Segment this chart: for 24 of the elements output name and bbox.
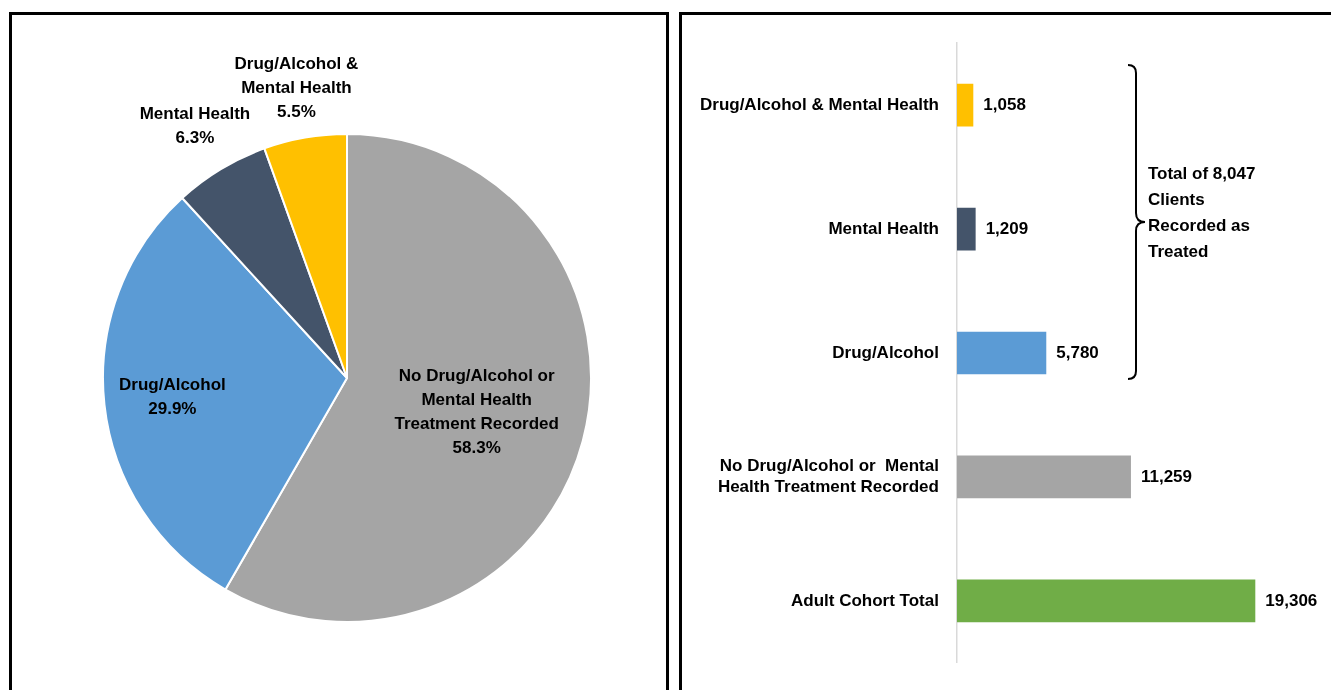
slice-label: No Drug/Alcohol or Mental Health Treatment Recorded [394, 366, 559, 434]
data-label: 6.3% [175, 128, 215, 148]
bar [956, 579, 1256, 623]
slice-label: Mental Health [139, 104, 251, 124]
data-label: 1,209 [985, 218, 1029, 238]
data-label: 58.3% [452, 438, 501, 458]
bar [956, 83, 974, 127]
slice-label: Drug/Alcohol [119, 374, 226, 394]
data-label: 1,058 [983, 94, 1026, 114]
bar [956, 207, 976, 251]
bar [956, 455, 1131, 499]
y-tick-label: Adult Cohort Total [791, 590, 939, 610]
data-label: 5,780 [1056, 342, 1099, 362]
annotation: Total of 8,047 Clients Recorded as Treated [1147, 163, 1256, 261]
y-tick-label: Mental Health [828, 218, 939, 238]
data-label: 29.9% [148, 398, 197, 418]
bar [956, 331, 1047, 375]
slice-label: Drug/Alcohol & Mental Health [234, 54, 359, 98]
data-label: 19,306 [1265, 590, 1318, 610]
y-tick-label: No Drug/Alcohol or Mental Health Treatment Recorded [717, 456, 939, 496]
y-tick-label: Drug/Alcohol & Mental Health [699, 94, 939, 114]
data-label: 11,259 [1140, 466, 1193, 486]
data-label: 5.5% [277, 102, 316, 122]
y-tick-label: Drug/Alcohol [832, 342, 939, 362]
